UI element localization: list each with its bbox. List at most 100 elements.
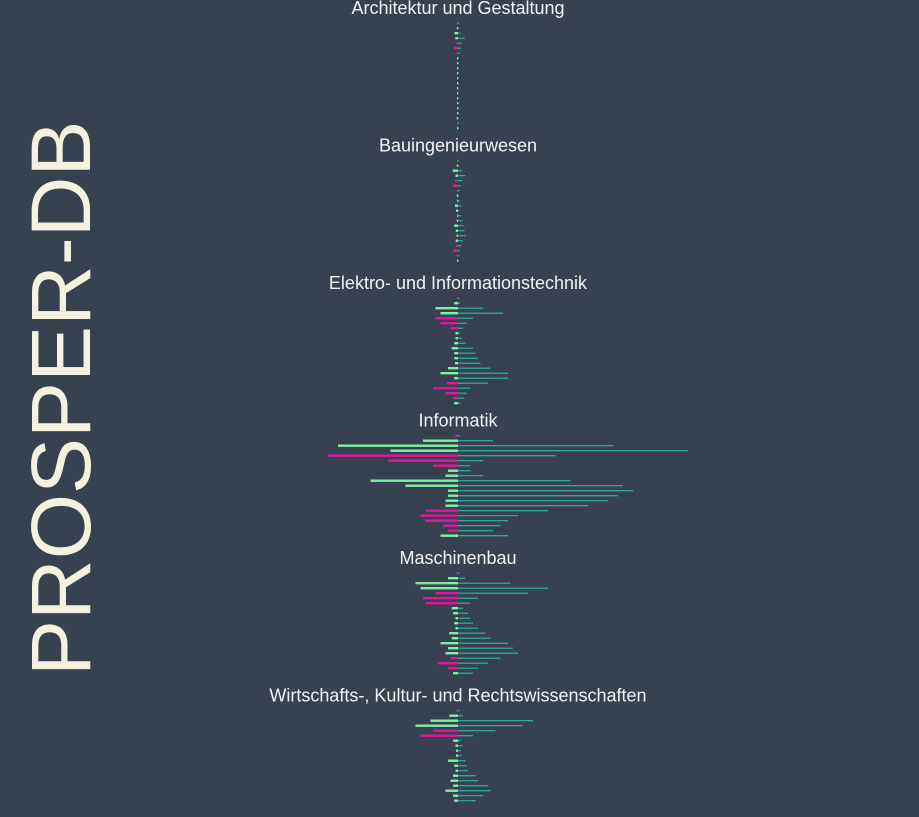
bar-right xyxy=(458,312,503,314)
bar-right xyxy=(458,185,461,187)
bar-right xyxy=(458,440,493,442)
bar-right xyxy=(458,627,478,629)
bar-right xyxy=(458,200,460,202)
bar-right xyxy=(458,632,486,634)
bar-left xyxy=(455,37,458,40)
bar-right xyxy=(458,342,466,344)
bar-left xyxy=(456,572,458,575)
bar-left xyxy=(456,194,458,197)
bar-left xyxy=(457,92,458,95)
bar-right xyxy=(458,230,465,232)
bar-right xyxy=(458,572,460,574)
brand-title: PROSPER-DB xyxy=(14,121,108,676)
bar-left xyxy=(453,184,458,187)
bar-left xyxy=(455,239,458,242)
bar-left xyxy=(445,652,458,655)
bar-left xyxy=(430,719,458,722)
bar-right xyxy=(458,387,471,389)
bar-right xyxy=(458,465,471,467)
bar-right xyxy=(458,205,462,207)
bar-left xyxy=(455,204,458,207)
bar-right xyxy=(458,672,473,674)
bar-left xyxy=(328,454,458,457)
bar-right xyxy=(458,662,488,664)
facet-title: Architektur und Gestaltung xyxy=(351,0,564,18)
bar-right xyxy=(458,780,478,782)
bar-right xyxy=(458,397,465,399)
bar-right xyxy=(458,637,491,639)
bar-left xyxy=(453,397,458,400)
bar-right xyxy=(458,582,511,584)
bar-right xyxy=(458,495,618,497)
bar-left xyxy=(456,754,458,757)
bar-right xyxy=(458,190,460,192)
bar-left xyxy=(454,799,458,802)
bar-left xyxy=(445,504,458,507)
bar-left xyxy=(420,587,458,590)
bar-left xyxy=(454,224,458,227)
bar-right xyxy=(458,510,548,512)
bar-right xyxy=(458,392,467,394)
bar-left xyxy=(457,127,458,130)
bar-left xyxy=(390,449,458,452)
bar-right xyxy=(458,535,508,537)
facet-2: Elektro- und Informationstechnik xyxy=(329,273,588,405)
bar-right xyxy=(458,715,463,717)
facet-4: Maschinenbau xyxy=(399,548,548,675)
bar-right xyxy=(458,160,459,162)
facet-title: Maschinenbau xyxy=(399,548,516,568)
bar-left xyxy=(454,342,458,345)
bar-right xyxy=(458,332,460,334)
bar-left xyxy=(456,27,458,30)
bar-left xyxy=(448,494,458,497)
bar-right xyxy=(458,57,459,59)
bar-left xyxy=(440,534,458,537)
bar-right xyxy=(458,770,468,772)
bar-left xyxy=(425,602,458,605)
bar-left xyxy=(452,169,458,172)
bar-left xyxy=(457,82,458,85)
bar-right xyxy=(458,445,613,447)
bar-left xyxy=(448,647,458,650)
bar-left xyxy=(451,347,458,350)
bar-left xyxy=(457,214,458,217)
bar-right xyxy=(458,612,468,614)
bar-left xyxy=(415,582,458,585)
bar-right xyxy=(458,657,501,659)
bar-right xyxy=(458,220,463,222)
bar-left xyxy=(457,122,458,125)
bar-right xyxy=(458,337,462,339)
bar-left xyxy=(445,789,458,792)
bar-right xyxy=(458,617,471,619)
bar-left xyxy=(453,249,458,252)
bar-right xyxy=(458,785,488,787)
bar-right xyxy=(458,37,465,39)
bar-right xyxy=(458,795,483,797)
brand-logo: PROSPER-DB xyxy=(14,121,108,676)
bar-right xyxy=(458,602,471,604)
bar-right xyxy=(458,347,473,349)
bar-left xyxy=(457,87,458,90)
bar-right xyxy=(458,725,523,727)
bar-right xyxy=(458,260,459,262)
facet-title: Elektro- und Informationstechnik xyxy=(329,273,588,293)
bar-right xyxy=(458,667,478,669)
bar-right xyxy=(458,765,467,767)
bar-right xyxy=(458,302,461,304)
bar-right xyxy=(458,480,571,482)
bar-left xyxy=(445,499,458,502)
bar-left xyxy=(425,519,458,522)
bar-right xyxy=(458,485,623,487)
bar-left xyxy=(455,617,458,620)
bar-right xyxy=(458,642,508,644)
bar-left xyxy=(457,22,458,25)
bar-left xyxy=(438,662,458,665)
facet-3: Informatik xyxy=(328,411,688,537)
bar-right xyxy=(458,27,460,29)
bar-left xyxy=(433,729,458,732)
bar-right xyxy=(458,117,459,119)
bar-right xyxy=(458,255,460,257)
bar-right xyxy=(458,165,460,167)
bar-left xyxy=(454,357,458,360)
bar-left xyxy=(457,112,458,115)
